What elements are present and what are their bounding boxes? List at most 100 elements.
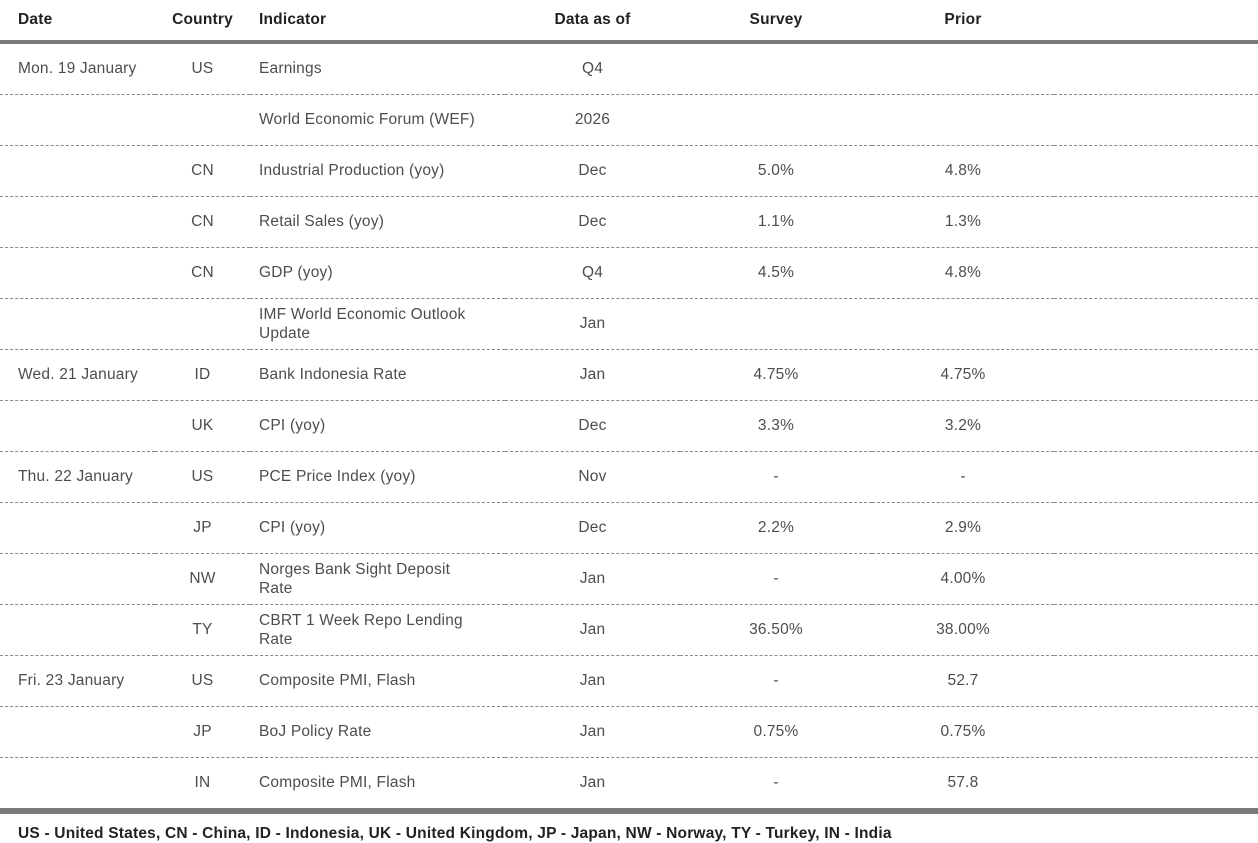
date-cell: Wed. 21 January [0,349,155,401]
filler-cell [1054,42,1258,95]
date-cell [0,758,155,809]
survey-cell: - [680,553,872,605]
date-cell [0,94,155,146]
data-as-of-cell: Q4 [505,247,680,299]
prior-cell: 1.3% [872,196,1054,248]
country-cell: JP [155,502,250,554]
data-as-of-cell: Dec [505,400,680,452]
data-as-of-cell: Jan [579,774,606,791]
table-row: World Economic Forum (WEF) 2026 [0,94,1258,146]
indicator-cell: CPI (yoy) [250,502,505,554]
filler-cell [1054,247,1258,299]
table-row: NW Norges Bank Sight Deposit Rate Jan - … [0,553,1258,605]
prior-cell [872,94,1054,146]
table-row: JP CPI (yoy) Dec 2.2% 2.9% [0,502,1258,554]
country-cell: CN [155,247,250,299]
filler-cell [1054,706,1258,758]
date-cell [0,706,155,758]
country-cell: JP [155,706,250,758]
survey-cell: 4.75% [680,349,872,401]
indicator-cell: CBRT 1 Week Repo Lending Rate [250,604,505,656]
table-row: CN Industrial Production (yoy) Dec 5.0% … [0,145,1258,197]
filler-cell [1054,451,1258,503]
column-header-country: Country [155,0,250,44]
country-cell: US [155,42,250,95]
country-cell: CN [155,145,250,197]
prior-cell [872,298,1054,350]
prior-cell: 52.7 [872,655,1054,707]
prior-cell: 38.00% [872,604,1054,656]
table-row: CN GDP (yoy) Q4 4.5% 4.8% [0,247,1258,299]
filler-cell [1054,196,1258,248]
filler-cell [1054,502,1258,554]
table-row: CN Retail Sales (yoy) Dec 1.1% 1.3% [0,196,1258,248]
indicator-cell: Earnings [250,42,505,95]
country-cell: ID [155,349,250,401]
filler-cell [1054,655,1258,707]
data-as-of-cell: Q4 [505,42,680,95]
date-cell: Mon. 19 January [0,42,155,95]
indicator-cell: Composite PMI, Flash [250,655,505,707]
survey-cell: 2.2% [680,502,872,554]
survey-cell: 4.5% [680,247,872,299]
column-header-filler [1054,0,1258,44]
table-row: IN Composite PMI, Flash Jan - 57.8 [0,758,1258,809]
data-as-of-cell: Jan [505,604,680,656]
table-bottom-rule [0,808,1258,814]
filler-cell [1054,94,1258,146]
filler-cell [1054,758,1258,809]
survey-cell [680,94,872,146]
table-row: Fri. 23 January US Composite PMI, Flash … [0,655,1258,707]
filler-cell [1054,553,1258,605]
survey-cell: 1.1% [680,196,872,248]
date-cell [0,400,155,452]
survey-cell [680,42,872,95]
prior-cell: 4.8% [872,145,1054,197]
filler-cell [1054,145,1258,197]
filler-cell [1054,349,1258,401]
country-cell [155,298,250,350]
survey-cell [680,298,872,350]
table-row: Wed. 21 January ID Bank Indonesia Rate J… [0,349,1258,401]
survey-cell: - [680,451,872,503]
data-as-of-cell: Dec [505,502,680,554]
table-row: UK CPI (yoy) Dec 3.3% 3.2% [0,400,1258,452]
country-cell: IN [194,774,211,791]
indicator-cell: PCE Price Index (yoy) [250,451,505,503]
survey-cell: 3.3% [680,400,872,452]
indicator-cell: Retail Sales (yoy) [250,196,505,248]
country-cell: US [155,451,250,503]
filler-cell [1054,298,1258,350]
economic-calendar-table: Date Country Indicator Data as of Survey… [0,0,1258,809]
country-cell: TY [155,604,250,656]
data-as-of-cell: Jan [505,298,680,350]
prior-cell: 4.75% [872,349,1054,401]
data-as-of-cell: Dec [505,145,680,197]
prior-cell: 2.9% [872,502,1054,554]
survey-cell: - [680,655,872,707]
data-as-of-cell: Jan [505,655,680,707]
column-header-survey: Survey [680,0,872,44]
prior-cell: 57.8 [947,774,979,791]
date-cell [0,604,155,656]
data-as-of-cell: Nov [505,451,680,503]
country-cell: US [155,655,250,707]
data-as-of-cell: Jan [505,706,680,758]
country-cell: CN [155,196,250,248]
country-cell: NW [155,553,250,605]
indicator-cell: Composite PMI, Flash [259,774,416,792]
indicator-cell: Bank Indonesia Rate [250,349,505,401]
data-as-of-cell: 2026 [505,94,680,146]
prior-cell [872,42,1054,95]
table-row: Thu. 22 January US PCE Price Index (yoy)… [0,451,1258,503]
prior-cell: 3.2% [872,400,1054,452]
date-cell [0,247,155,299]
data-as-of-cell: Jan [505,553,680,605]
filler-cell [1054,400,1258,452]
data-as-of-cell: Dec [505,196,680,248]
column-header-date: Date [0,0,155,44]
indicator-cell: IMF World Economic Outlook Update [250,298,505,350]
filler-cell [1054,604,1258,656]
prior-cell: 4.8% [872,247,1054,299]
